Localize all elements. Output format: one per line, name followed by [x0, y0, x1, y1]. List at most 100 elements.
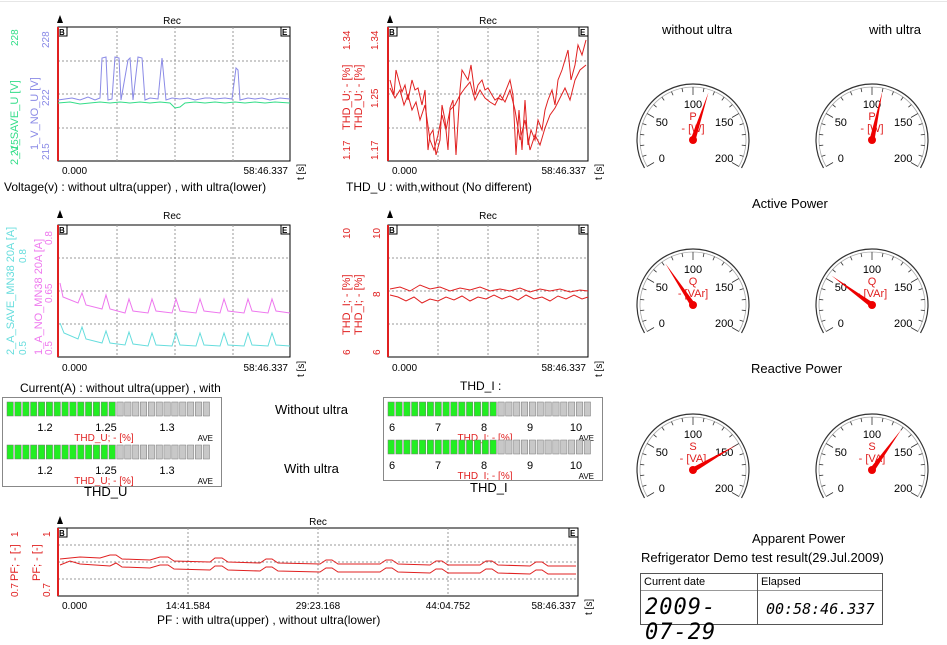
gauge-tick: 200 — [715, 483, 733, 495]
svg-text:0.7: 0.7 — [42, 583, 53, 597]
bar-cell — [568, 440, 574, 454]
gauges-col-without: without ultra — [662, 22, 732, 37]
gauge-tick: 50 — [656, 282, 668, 294]
gauge-hub — [689, 136, 697, 144]
svg-text:1.17: 1.17 — [370, 140, 381, 160]
gauge-tick: 100 — [863, 264, 881, 276]
gauge-tick: 150 — [894, 282, 912, 294]
thd-i-chart[interactable]: Rec B E THD_I; - [%] THD_I; - [%] 10 6 1… — [330, 205, 630, 380]
bar-cell — [15, 445, 21, 459]
svg-text:1: 1 — [10, 531, 21, 537]
bar-cell — [195, 445, 201, 459]
bar-cell — [427, 440, 433, 454]
apparent-power-title: Apparent Power — [752, 531, 845, 546]
bar-ave: AVE — [579, 472, 594, 480]
bar-cell — [459, 440, 465, 454]
t-unit: t [s] — [296, 361, 307, 377]
gauge-tick: 200 — [715, 318, 733, 330]
bar-cell — [466, 402, 472, 416]
gauge-name: Q — [868, 276, 877, 288]
elapsed-value: 00:58:46.337 — [758, 591, 882, 618]
x-end: 58:46.337 — [542, 166, 587, 177]
gauge-tick: 0 — [659, 483, 665, 495]
bar-cell — [459, 402, 465, 416]
gauge-hub — [689, 466, 697, 474]
bar-label: THD_U; - [%] — [74, 433, 134, 444]
top-divider — [0, 1, 947, 2]
bar-cell — [125, 402, 131, 416]
bar-cell — [514, 440, 520, 454]
axis-label-1: THD_U; - [%] — [341, 65, 353, 130]
svg-text:228: 228 — [10, 29, 21, 46]
axis-label-2: THD_I; - [%] — [353, 274, 365, 335]
bar-tick: 6 — [389, 460, 395, 472]
axis-label-2: 1_V_NO_U [V] — [29, 77, 41, 150]
bar-cell — [451, 440, 457, 454]
bar-cell — [156, 445, 162, 459]
bar-tick: 10 — [570, 460, 582, 472]
current-chart[interactable]: Rec B E 2_A_SAVE_MN38 20A [A] 1_A_NO_MN3… — [0, 205, 310, 380]
bar-cell — [529, 440, 535, 454]
gauge-name: S — [868, 441, 875, 453]
bar-cell — [545, 440, 551, 454]
current-date-value: 2009-07-29 — [641, 591, 757, 645]
pen-marker-icon — [57, 15, 63, 23]
bar-cell — [187, 402, 193, 416]
bar-cell — [443, 402, 449, 416]
bar-label: THD_I; - [%] — [457, 471, 512, 480]
voltage-chart[interactable]: Rec B E 2_V_SAVE_U [V] 1_V_NO_U [V] 228 … — [0, 10, 310, 185]
bar-cell — [203, 445, 209, 459]
current-date-panel: Current date 2009-07-29 — [640, 573, 758, 625]
svg-text:8: 8 — [372, 291, 383, 297]
x-end: 58:46.337 — [542, 363, 587, 374]
elapsed-label: Elapsed — [758, 574, 882, 591]
gauge-name: S — [689, 441, 696, 453]
bar-cell — [15, 402, 21, 416]
x-tick: 14:41.584 — [166, 601, 211, 612]
gauge-hub — [868, 136, 876, 144]
bar-cell — [404, 402, 410, 416]
x-tick: 44:04.752 — [426, 601, 471, 612]
bar-ave: AVE — [198, 434, 213, 443]
thd-u-chart[interactable]: Rec B E THD_U; - [%] THD_U; - [%] 1.34 1… — [330, 10, 630, 185]
svg-text:6: 6 — [372, 349, 383, 355]
svg-text:1.25: 1.25 — [370, 88, 381, 108]
gauge-tick: 100 — [684, 264, 702, 276]
rec-label: Rec — [163, 211, 181, 222]
bar-cell — [521, 440, 527, 454]
bar-cell — [180, 402, 186, 416]
t-unit: t [s] — [584, 599, 595, 615]
bar-cell — [23, 402, 29, 416]
bar-tick: 1.3 — [159, 465, 174, 477]
bar-cell — [93, 445, 99, 459]
bar-cell — [117, 402, 123, 416]
bar-cell — [140, 402, 146, 416]
bar-cell — [148, 445, 154, 459]
current-caption: Current(A) : without ultra(upper) , with… — [20, 380, 280, 396]
axis-label-2: THD_U; - [%] — [353, 65, 365, 130]
bar-tick: 1.2 — [37, 422, 52, 434]
gauges-col-with: with ultra — [869, 22, 921, 37]
bar-cell — [576, 402, 582, 416]
gauge-tick: 50 — [656, 117, 668, 129]
svg-text:215: 215 — [10, 139, 21, 156]
svg-text:B: B — [59, 28, 65, 37]
svg-text:215: 215 — [41, 143, 52, 160]
gauge-tick: 50 — [835, 282, 847, 294]
svg-text:1.17: 1.17 — [342, 140, 353, 160]
bar-cell — [435, 402, 441, 416]
bar-tick: 6 — [389, 422, 395, 434]
gauge-tick: 150 — [715, 447, 733, 459]
gauge-name: P — [689, 111, 696, 123]
bar-cell — [140, 445, 146, 459]
svg-text:B: B — [59, 226, 65, 235]
bar-cell — [553, 402, 559, 416]
active-power-title: Active Power — [752, 196, 828, 211]
bar-cell — [148, 402, 154, 416]
gauge-tick: 200 — [894, 318, 912, 330]
svg-text:0.8: 0.8 — [44, 231, 55, 245]
bar-cell — [38, 402, 44, 416]
